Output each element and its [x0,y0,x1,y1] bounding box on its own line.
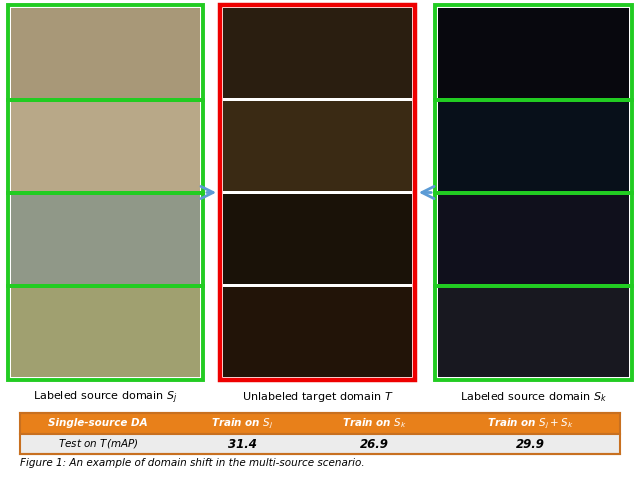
Bar [435,193,632,285]
Bar [8,193,203,285]
Bar [20,434,620,454]
Bar [11,101,200,191]
Bar [223,101,412,191]
Bar [8,5,203,99]
Bar [223,194,412,284]
Text: Train on $S_j + S_k$: Train on $S_j + S_k$ [487,416,573,431]
Bar [435,5,632,99]
Bar [223,287,412,377]
Text: Train on $S_j$: Train on $S_j$ [211,416,273,431]
Text: 26.9: 26.9 [360,437,388,451]
Bar [438,287,629,377]
Text: Train on $S_k$: Train on $S_k$ [342,417,406,430]
Text: 29.9: 29.9 [516,437,545,451]
Bar [8,99,203,193]
Bar [435,99,632,193]
Text: Figure 1: An example of domain shift in the multi-source scenario.: Figure 1: An example of domain shift in … [20,458,365,468]
Text: Single-source DA: Single-source DA [48,418,148,428]
Text: Test on $T$(mAP): Test on $T$(mAP) [58,437,138,451]
Bar [438,101,629,191]
Bar [438,194,629,284]
Text: Labeled source domain $S_j$: Labeled source domain $S_j$ [33,390,178,406]
Bar [438,8,629,98]
Bar [11,8,200,98]
Bar [20,413,620,434]
Bar [8,285,203,380]
Bar [11,194,200,284]
Bar [11,287,200,377]
Bar [435,285,632,380]
Bar [220,5,415,380]
Text: 31.4: 31.4 [228,437,257,451]
Text: Unlabeled target domain $T$: Unlabeled target domain $T$ [241,390,394,404]
Text: Labeled source domain $S_k$: Labeled source domain $S_k$ [460,390,607,404]
Bar [223,8,412,98]
